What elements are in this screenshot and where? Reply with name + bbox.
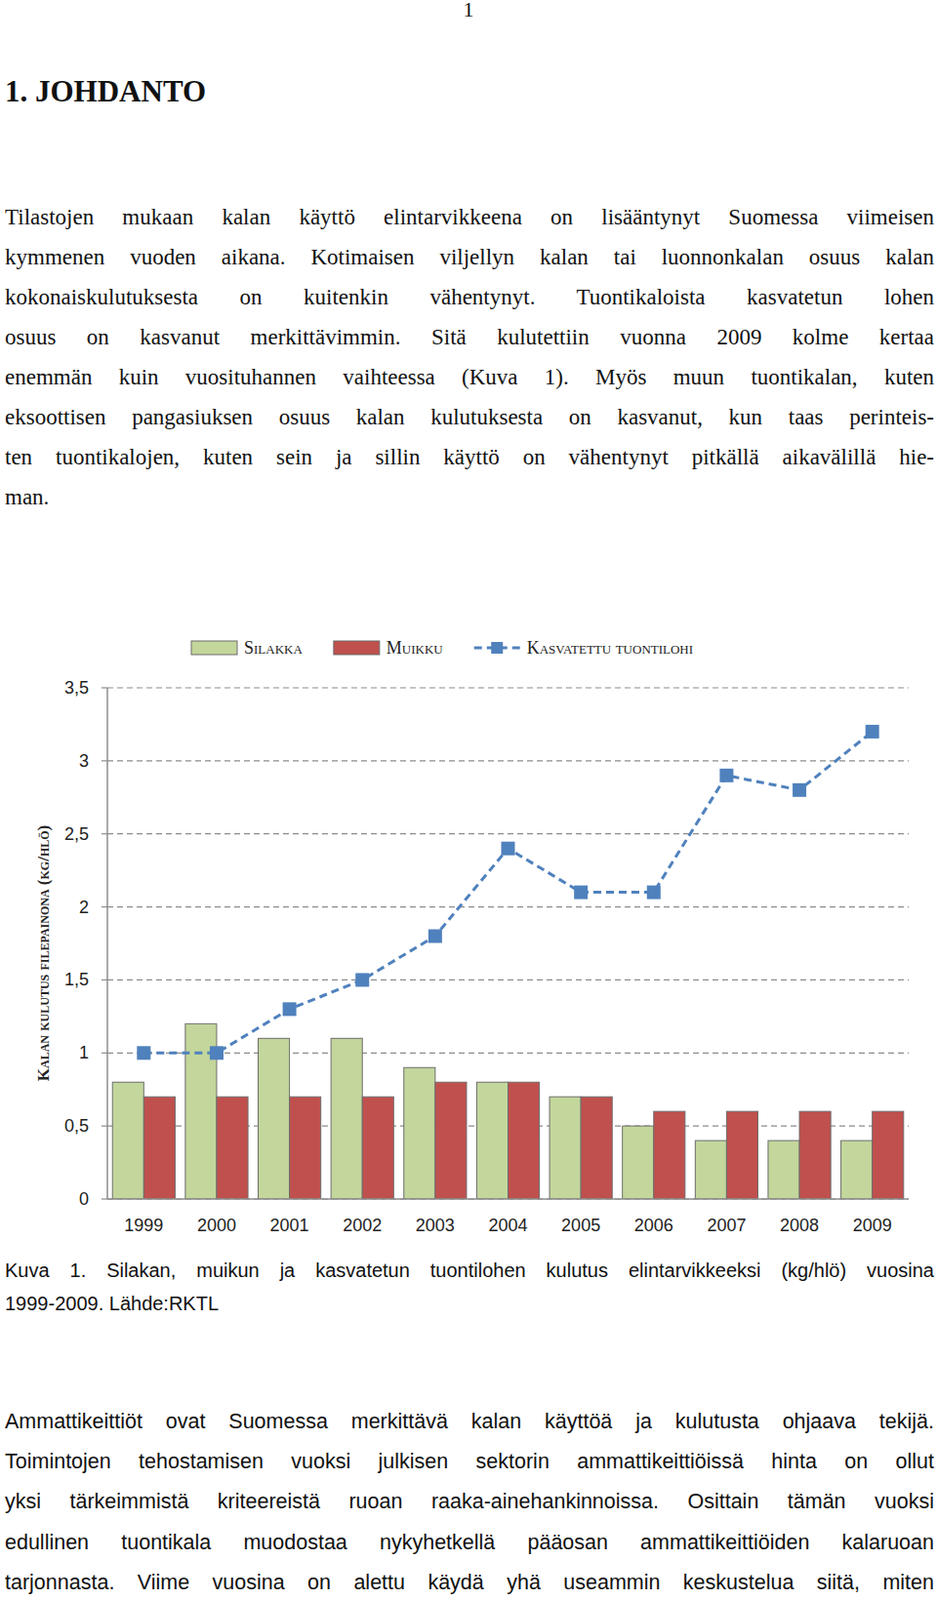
y-axis (106, 688, 109, 1200)
plot-area (112, 725, 904, 1200)
bar (476, 1082, 508, 1200)
tick-label: 1,5 (64, 970, 89, 990)
bar (872, 1111, 904, 1200)
grid-line (107, 979, 909, 981)
bar (580, 1097, 612, 1200)
marker (573, 886, 588, 900)
tick-mark (101, 1126, 108, 1128)
paragraph-line: yksi tärkeimmistä kriteereistä ruoan raa… (4, 1483, 935, 1521)
bar (257, 1038, 289, 1200)
legend-label: Kasvatettu tuontilohi (527, 638, 693, 658)
tick-label: 3 (79, 751, 89, 772)
x-tick-label: 2007 (706, 1216, 746, 1236)
tick-label: 2 (79, 897, 89, 918)
paragraph-line: kokonaiskulutuksesta on kuitenkin vähent… (4, 277, 935, 318)
marker (501, 842, 516, 856)
marker (647, 886, 661, 900)
x-tick-label: 2009 (853, 1216, 893, 1236)
x-axis (107, 1198, 909, 1201)
caption-line: Kuva 1. Silakan, muikun ja kasvatetun tu… (4, 1254, 935, 1288)
legend-swatch (333, 641, 380, 655)
marker (136, 1046, 151, 1060)
marker (209, 1046, 224, 1060)
tick-label: 1 (79, 1043, 89, 1063)
y-axis-title: Kalan kulutus filepainona (kg/hlö) (34, 825, 53, 1083)
bar (435, 1082, 467, 1200)
marker (355, 973, 369, 987)
bar (841, 1140, 873, 1200)
x-tick-label: 2004 (488, 1216, 528, 1236)
bar (143, 1097, 175, 1200)
paragraph-line: Ammattikeittiöt ovat Suomessa merkittävä… (4, 1403, 935, 1441)
bar (404, 1067, 436, 1200)
legend-swatch (191, 641, 238, 655)
x-tick-label: 2006 (634, 1216, 674, 1236)
tick-label: 3,5 (64, 678, 89, 698)
bar (549, 1097, 581, 1200)
tick-mark (101, 979, 108, 981)
paragraph-line: edullinen tuontikala muodostaa nykyhetke… (4, 1524, 935, 1562)
paragraph-line: enemmän kuin vuosituhannen vaihteessa (K… (4, 357, 935, 398)
x-tick-label: 2001 (270, 1216, 310, 1236)
x-tick-label: 2000 (197, 1216, 237, 1236)
tick-mark (101, 687, 108, 689)
tick-label: 0 (79, 1189, 89, 1210)
paragraph-line: osuus on kasvanut merkittävimmin. Sitä k… (4, 317, 935, 358)
grid-line (107, 906, 909, 908)
page-number: 1 (0, 0, 937, 22)
x-tick-label: 1999 (123, 1216, 163, 1236)
tick-mark (101, 760, 108, 762)
bar (289, 1097, 322, 1200)
tick-mark (101, 1198, 108, 1200)
bar (362, 1097, 394, 1200)
grid-line (107, 1053, 909, 1055)
bar (216, 1097, 248, 1200)
paragraph-line: eksoottisen pangasiuksen osuus kalan kul… (4, 397, 935, 438)
x-tick-label: 2005 (561, 1216, 601, 1236)
marker (719, 769, 734, 783)
line (143, 732, 872, 1054)
grid-line (107, 687, 909, 689)
tick-mark (101, 906, 108, 908)
tick-label: 2,5 (64, 824, 89, 845)
heading: 1. JOHDANTO (4, 72, 935, 112)
grid-line (107, 833, 909, 835)
legend-label: Silakka (244, 638, 303, 658)
grid-line (107, 1198, 909, 1200)
x-tick-label: 2008 (779, 1216, 819, 1236)
bar (726, 1111, 758, 1200)
bar (508, 1082, 540, 1200)
bar (653, 1111, 686, 1200)
bar (330, 1038, 363, 1200)
bar (768, 1140, 800, 1200)
page: {"page_number": "1", "heading": "1. JOHD… (0, 0, 937, 1600)
grid-line (107, 760, 909, 762)
x-tick-label: 2003 (415, 1216, 455, 1236)
tick-mark (101, 1053, 108, 1055)
marker (283, 1002, 297, 1017)
bar (622, 1126, 654, 1200)
paragraph-line: man. (4, 477, 935, 518)
paragraph-line: Tilastojen mukaan kalan käyttö elintarvi… (4, 197, 935, 238)
bar (112, 1082, 144, 1200)
marker (865, 725, 880, 739)
chart: 0 0,5 1 1,5 2 2,5 3 3,5 1999 2000 2001 2002 2003 2004… (0, 0, 937, 1600)
paragraph-line: kymmenen vuoden aikana. Kotimaisen vilje… (4, 237, 935, 278)
caption-line: 1999-2009. Lähde:RKTL (4, 1287, 935, 1321)
paragraph-line: ten tuontikalojen, kuten sein ja sillin … (4, 437, 935, 478)
tick-label: 0,5 (64, 1116, 89, 1137)
tick-mark (101, 833, 108, 835)
marker (792, 783, 807, 798)
bar (799, 1111, 831, 1200)
paragraph-line: Toimintojen tehostamisen vuoksi julkisen… (4, 1443, 935, 1481)
marker (428, 930, 443, 944)
legend-label: Muikku (386, 638, 444, 658)
x-tick-label: 2002 (342, 1216, 382, 1236)
legend-swatch (490, 642, 503, 654)
bar (694, 1140, 727, 1200)
paragraph-line: tarjonnasta. Viime vuosina on alettu käy… (4, 1564, 935, 1600)
